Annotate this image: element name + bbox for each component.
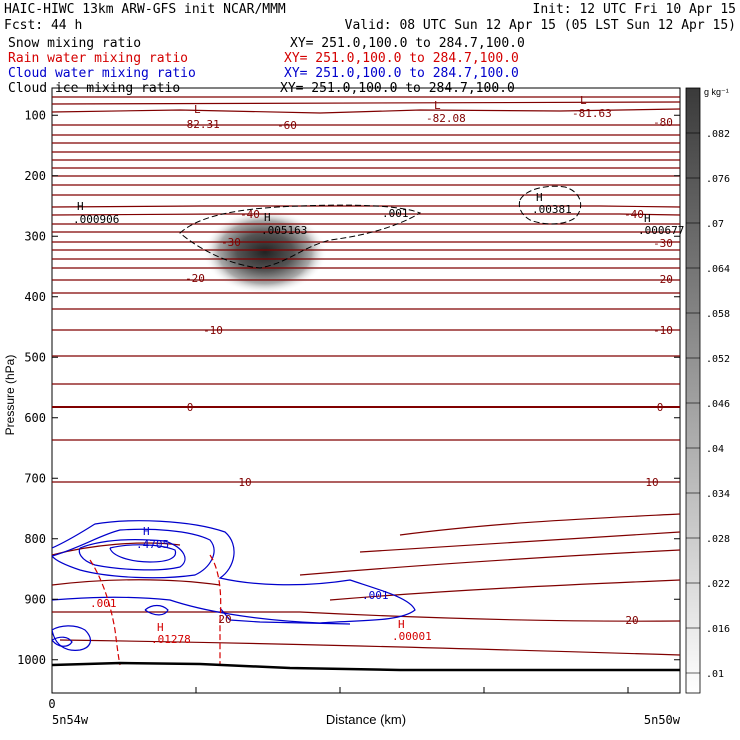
extremum-value: .01278 (151, 633, 191, 646)
extremum-value: .00001 (392, 630, 432, 643)
extremum-h-marker: H (644, 212, 651, 225)
cloud-ice-contours (179, 185, 582, 269)
temperature-label: -20 (653, 273, 673, 286)
y-tick-label-700: 700 (24, 471, 46, 485)
y-tick-label-300: 300 (24, 229, 46, 243)
field-name-snow: Snow mixing ratio (8, 36, 141, 51)
extremum-h-marker: H (157, 621, 164, 634)
extremum-l-marker: L (434, 99, 441, 112)
extremum-h-marker: H (143, 525, 150, 538)
colorbar-tick-label: .01 (706, 669, 724, 680)
colorbar-tick-label: .07 (706, 219, 724, 230)
extremum-value: .000906 (73, 213, 119, 226)
temperature-label: 10 (645, 476, 658, 489)
extremum-value: -82.31 (180, 118, 220, 131)
extremum-l-marker: L (194, 103, 201, 116)
colorbar-tick-label: .04 (706, 444, 724, 455)
temperature-label: -10 (203, 324, 223, 337)
extremum-value: -82.08 (426, 112, 466, 125)
plot-frame (51, 87, 681, 694)
header-valid: Valid: 08 UTC Sun 12 Apr 15 (05 LST Sun … (345, 18, 736, 33)
rain-contours (89, 554, 222, 666)
extremum-h-marker: H (398, 618, 405, 631)
terrain-line (52, 661, 680, 672)
temperature-label: -30 (221, 236, 241, 249)
snow-shading (203, 210, 327, 294)
cloud-water-contours (52, 520, 416, 651)
field-name-cloud: Cloud water mixing ratio (8, 66, 196, 81)
extremum-h-marker: H (77, 200, 84, 213)
temperature-label: 10 (238, 476, 251, 489)
extremum-h-marker: H (264, 211, 271, 224)
temperature-label: -40 (624, 208, 644, 221)
y-tick-label-1000: 1000 (17, 653, 46, 667)
extremum-value: -81.63 (572, 107, 612, 120)
header-init: Init: 12 UTC Fri 10 Apr 15 (533, 2, 737, 17)
y-tick-label-900: 900 (24, 592, 46, 606)
y-axis-title: Pressure (hPa) (3, 355, 17, 436)
extremum-l-marker: L (580, 94, 587, 107)
ice-contour-label: .001 (382, 207, 409, 220)
field-xy-cloud: XY= 251.0,100.0 to 284.7,100.0 (284, 66, 519, 81)
temperature-label: -20 (185, 272, 205, 285)
colorbar (685, 87, 701, 694)
header-model: HAIC-HIWC 13km ARW-GFS init NCAR/MMM (4, 2, 286, 17)
x-zero-label: 0 (48, 697, 55, 711)
y-tick-label-800: 800 (24, 532, 46, 546)
cloud-contour-label: .001 (362, 589, 389, 602)
colorbar-tick-label: .082 (706, 129, 730, 140)
y-tick-label-500: 500 (24, 350, 46, 364)
extremum-value: .00381 (532, 203, 572, 216)
temperature-label: -40 (240, 208, 260, 221)
colorbar-tick-label: .016 (706, 624, 730, 635)
colorbar-tick-label: .058 (706, 309, 730, 320)
temperature-label: 0 (657, 401, 664, 414)
y-tick-label-200: 200 (24, 169, 46, 183)
colorbar-tick-label: .034 (706, 489, 730, 500)
header-fcst: Fcst: 44 h (4, 18, 82, 33)
temperature-label: -10 (653, 324, 673, 337)
temperature-contours (52, 96, 680, 656)
colorbar-tick-label: .076 (706, 174, 730, 185)
colorbar-tick-label: .046 (706, 399, 730, 410)
extremum-value: .005163 (261, 224, 307, 237)
temperature-label: 0 (187, 401, 194, 414)
rain-contour-label: .001 (90, 597, 117, 610)
temperature-label: 20 (218, 613, 231, 626)
y-tick-label-100: 100 (24, 108, 46, 122)
y-tick-label-400: 400 (24, 290, 46, 304)
extremum-value: .000677 (638, 224, 684, 237)
temperature-label: -60 (277, 119, 297, 132)
temperature-label: -80 (653, 116, 673, 129)
field-name-rain: Rain water mixing ratio (8, 51, 188, 66)
field-xy-rain: XY= 251.0,100.0 to 284.7,100.0 (284, 51, 519, 66)
x-axis-title: Distance (km) (326, 712, 406, 727)
temperature-label: 20 (625, 614, 638, 627)
field-xy-snow: XY= 251.0,100.0 to 284.7,100.0 (290, 36, 525, 51)
colorbar-tick-label: .064 (706, 264, 730, 275)
colorbar-tick-label: .022 (706, 579, 730, 590)
x-right-label: 5n50w (644, 713, 681, 727)
colorbar-unit: g kg⁻¹ (704, 87, 729, 97)
colorbar-tick-label: .028 (706, 534, 730, 545)
y-tick-label-600: 600 (24, 411, 46, 425)
temperature-label: -30 (653, 237, 673, 250)
colorbar-tick-label: .052 (706, 354, 730, 365)
extremum-value: .4705 (136, 538, 169, 551)
x-left-label: 5n54w (52, 713, 89, 727)
extremum-h-marker: H (536, 191, 543, 204)
